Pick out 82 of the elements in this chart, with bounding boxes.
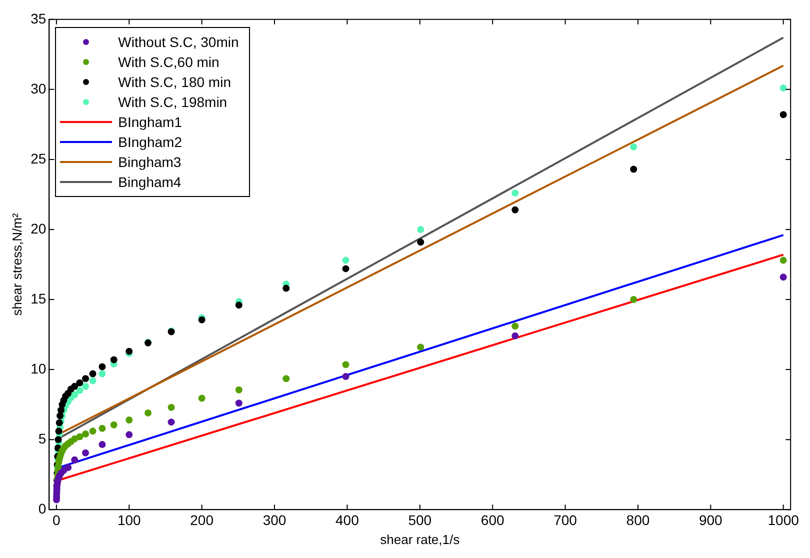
y-tick-label: 30 [30,80,46,96]
point [76,433,84,440]
point [780,111,787,118]
point [58,406,65,414]
point [235,400,242,407]
point [110,356,118,364]
point [235,386,242,394]
point [342,256,350,264]
x-tick-label: 900 [698,512,723,528]
point [417,226,424,233]
x-tick-label: 600 [480,512,504,528]
y-tick-label: 15 [30,290,46,306]
point [71,391,78,398]
y-tick-label: 10 [30,360,46,376]
point [76,387,84,394]
point [82,375,90,382]
point [630,143,638,150]
legend-label: BIngham1 [118,114,182,130]
point [342,373,350,380]
point [512,332,519,340]
legend-label: With S.C, 198min [118,94,228,110]
point [126,416,133,424]
point [89,377,96,384]
x-tick-label: 200 [190,512,214,528]
x-tick-label: 700 [554,512,578,528]
x-tick-label: 800 [626,512,650,528]
x-tick-label: 0 [52,512,61,528]
point [98,370,106,378]
x-tick-label: 1000 [768,512,800,528]
legend-label: Without S.C, 30min [118,34,239,50]
y-tick-label: 20 [30,220,46,236]
point [54,436,62,444]
point [76,379,84,386]
y-tick-label: 35 [30,10,46,26]
point [98,424,106,432]
y-tick-label: 0 [38,500,46,516]
y-tick-label: 5 [38,430,46,446]
point [630,166,638,173]
point [126,431,133,438]
point [71,435,78,442]
point [98,440,106,448]
point [342,265,350,272]
point [780,256,787,264]
point [98,363,106,370]
x-axis-title: shear rate,1/s [380,532,460,547]
point [168,418,175,426]
point [512,190,519,197]
point [89,370,96,378]
point [82,382,90,390]
point [235,302,242,309]
x-tick-label: 500 [408,512,432,528]
point [110,421,118,428]
y-tick-label: 25 [30,150,46,166]
point [417,344,424,351]
legend-label: With S.C,60 min [118,54,220,70]
x-tick-label: 100 [117,512,142,528]
point [82,449,90,456]
point [55,428,62,435]
point [89,428,96,435]
point [630,296,638,304]
x-tick-label: 300 [262,512,286,528]
legend-label: BIngham2 [118,134,182,150]
point [780,84,787,92]
point [282,284,290,292]
legend-label: With S.C, 180 min [118,74,231,90]
point [342,361,350,368]
point [71,456,78,464]
x-tick-label: 400 [336,512,360,528]
point [512,322,519,330]
point [82,430,90,438]
legend-label: Bingham3 [118,154,182,170]
point [282,375,290,382]
point [168,404,175,411]
point [417,238,424,246]
point [64,464,72,472]
point [144,409,152,416]
point [198,394,206,402]
point [512,206,519,214]
point [71,382,78,390]
legend-label: Bingham4 [118,174,182,190]
point [780,274,787,281]
y-axis-title: shear stress,N/m² [9,212,24,316]
